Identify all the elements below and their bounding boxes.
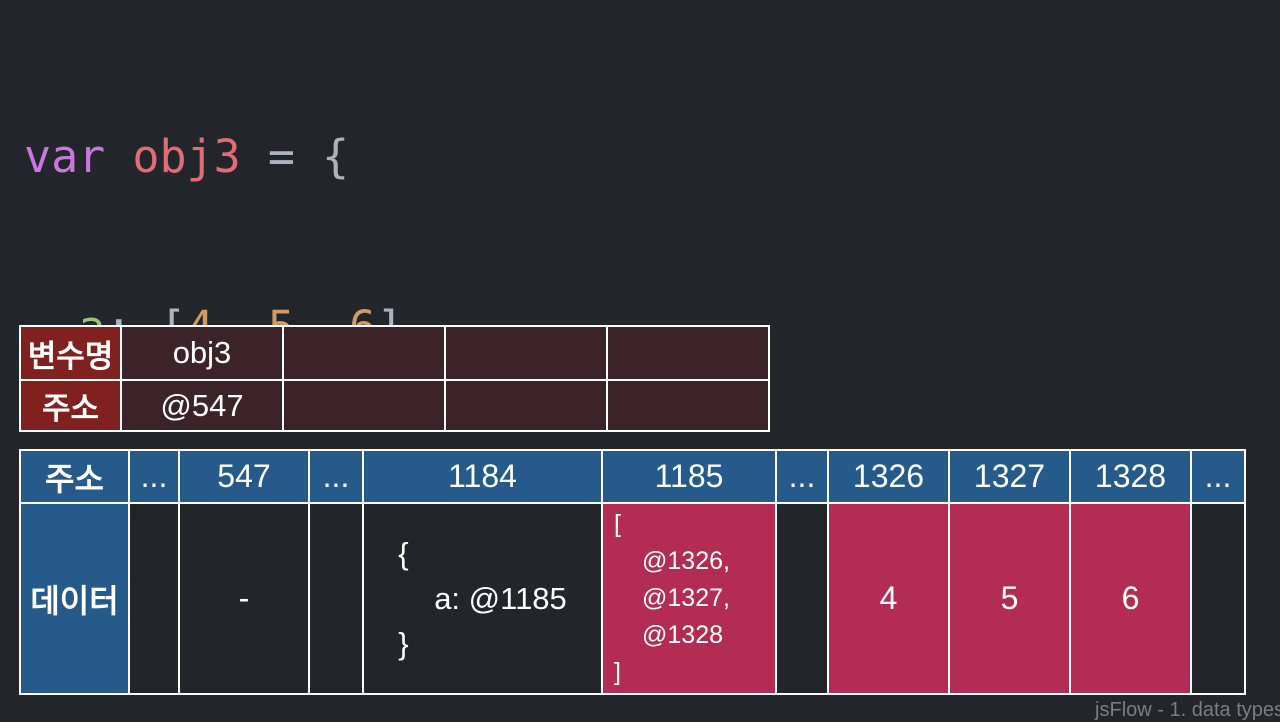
variable-address-cell: @547 (120, 379, 284, 432)
data-cell-1326: 4 (827, 502, 950, 695)
keyword-var: var (24, 130, 106, 183)
array-open-bracket: [ (614, 510, 621, 538)
array-close-bracket: ] (614, 658, 621, 686)
data-cell-1185: [ @1326, @1327, @1328 ] (601, 502, 777, 695)
code-line-1: var obj3 = { (24, 128, 403, 185)
array-item: @1326, (642, 547, 730, 575)
footer-caption: jsFlow - 1. data types (1095, 699, 1280, 721)
object-body: a: @1185 (434, 581, 567, 616)
data-cell-empty (308, 502, 364, 695)
variable-name-row: 변수명 obj3 (19, 325, 770, 381)
variable-name: obj3 (132, 130, 241, 183)
empty-cell (606, 379, 770, 432)
array-item: @1328 (642, 621, 724, 649)
empty-cell (444, 379, 608, 432)
variable-table: 변수명 obj3 주소 @547 (19, 325, 770, 432)
address-cell: ... (775, 449, 829, 504)
empty-cell (282, 379, 446, 432)
variable-address-header: 주소 (19, 379, 122, 432)
data-cell-empty (775, 502, 829, 695)
address-cell: 1328 (1069, 449, 1192, 504)
memory-address-header: 주소 (19, 449, 130, 504)
address-cell: ... (1190, 449, 1246, 504)
object-literal: { a: @1185 } (398, 531, 567, 666)
variable-name-cell: obj3 (120, 325, 284, 381)
data-cell-empty (1190, 502, 1246, 695)
data-cell-1327: 5 (948, 502, 1071, 695)
empty-cell (282, 325, 446, 381)
memory-data-row: 데이터 - { a: @1185 } [ @1326, @1327, @1328… (19, 502, 1246, 695)
address-cell: 1326 (827, 449, 950, 504)
data-cell-547: - (178, 502, 310, 695)
variable-name-header: 변수명 (19, 325, 122, 381)
address-cell: 1327 (948, 449, 1071, 504)
array-item: @1327, (642, 584, 730, 612)
assign-operator: = (267, 130, 295, 183)
array-literal: [ @1326, @1327, @1328 ] (614, 506, 730, 691)
empty-cell (444, 325, 608, 381)
data-cell-1184: { a: @1185 } (362, 502, 603, 695)
object-open-brace: { (398, 536, 409, 571)
address-cell: ... (128, 449, 180, 504)
data-cell-empty (128, 502, 180, 695)
address-cell: 1184 (362, 449, 603, 504)
open-brace: { (322, 130, 350, 183)
address-cell: 547 (178, 449, 310, 504)
variable-address-row: 주소 @547 (19, 379, 770, 432)
memory-data-header: 데이터 (19, 502, 130, 695)
data-cell-1328: 6 (1069, 502, 1192, 695)
object-close-brace: } (398, 626, 409, 661)
memory-address-row: 주소 ... 547 ... 1184 1185 ... 1326 1327 1… (19, 449, 1246, 504)
memory-table: 주소 ... 547 ... 1184 1185 ... 1326 1327 1… (19, 449, 1246, 695)
empty-cell (606, 325, 770, 381)
address-cell: 1185 (601, 449, 777, 504)
address-cell: ... (308, 449, 364, 504)
